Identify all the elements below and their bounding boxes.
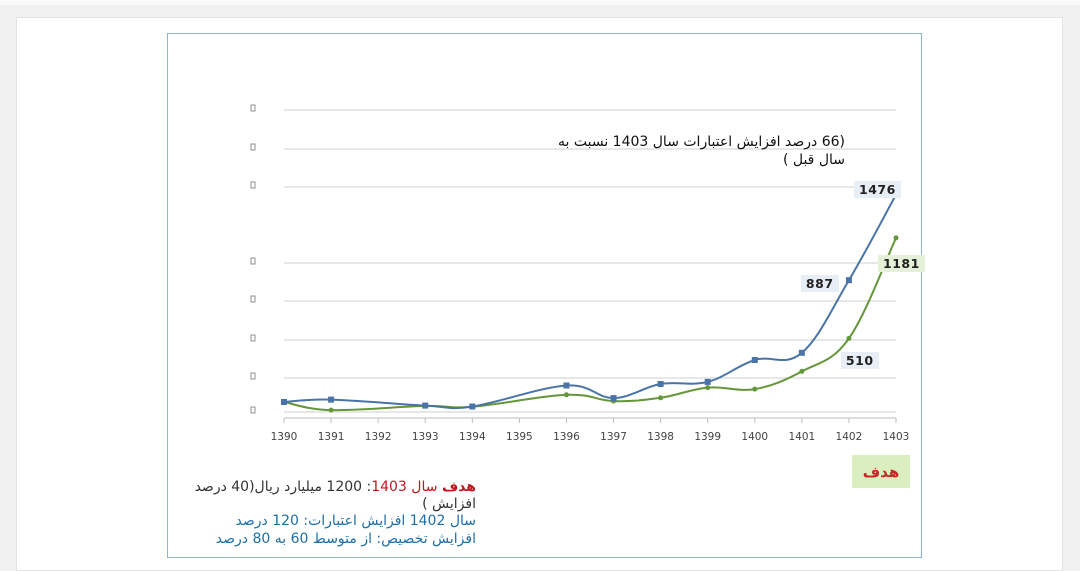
- series-1-point: [846, 335, 852, 341]
- series-0-point: [704, 378, 711, 385]
- y-tick-glyph: [250, 406, 256, 414]
- series-line-0: [283, 194, 897, 410]
- series-1-point: [705, 385, 711, 391]
- series-0-point: [469, 403, 476, 410]
- series-1-point: [799, 368, 805, 374]
- x-tick-label: 1397: [600, 431, 627, 443]
- goal-note: هدف سال 1403: 1200 میلیارد ریال(40 درصد …: [180, 479, 476, 513]
- data-label: 1476: [854, 180, 901, 198]
- x-tick-label: 1399: [694, 431, 721, 443]
- x-tick-label: 1393: [412, 431, 439, 443]
- series-0-point: [610, 395, 617, 402]
- chart-annotation: (66 درصد افزایش اعتبارات سال 1403 نسبت ب…: [558, 134, 845, 168]
- series-0-point: [281, 399, 287, 405]
- x-tick-label: 1392: [365, 431, 392, 443]
- series-1-point: [893, 235, 899, 241]
- series-1-point: [328, 407, 334, 413]
- y-tick-glyph: [250, 104, 256, 112]
- y-tick-glyph: [250, 257, 256, 265]
- series-line-1: [283, 237, 897, 412]
- series-0-point: [657, 381, 664, 387]
- y-tick-glyph: [250, 181, 256, 189]
- series-0-point: [422, 402, 429, 409]
- series-0-point: [845, 277, 852, 284]
- goal-note-label: هدف: [441, 479, 476, 495]
- goal-note-year: سال 1403: [371, 479, 438, 495]
- x-tick-label: 1390: [271, 431, 298, 443]
- goal-note-text: : 1200 میلیارد ریال(40 درصد افزایش ): [194, 479, 476, 512]
- x-tick-label: 1391: [318, 431, 345, 443]
- x-tick-label: 1400: [741, 431, 768, 443]
- top-strip: [0, 0, 1080, 5]
- x-tick-label: 1395: [506, 431, 533, 443]
- series-1-point: [752, 386, 758, 392]
- x-tick-label: 1396: [553, 431, 580, 443]
- x-tick-label: 1402: [836, 431, 863, 443]
- series-1-point: [563, 392, 569, 398]
- goal-badge: هدف: [852, 455, 910, 488]
- x-tick-label: 1394: [459, 431, 486, 443]
- x-tick-label: 1398: [647, 431, 674, 443]
- data-label: 510: [840, 352, 879, 370]
- series-0-point: [328, 396, 335, 403]
- series-0-point: [563, 382, 570, 389]
- x-tick-label: 1401: [788, 431, 815, 443]
- data-label: 1181: [878, 254, 925, 272]
- y-tick-glyph: [250, 372, 256, 380]
- series-1-point: [658, 395, 664, 401]
- data-label: 887: [800, 275, 839, 293]
- chart-card: 1390 1391 1392 1393 1394 1395 1396 1397 1398 1399…: [167, 33, 925, 558]
- allocation-increase-note: افزایش تخصیص: از متوسط 60 به 80 درصد: [215, 531, 476, 547]
- line-chart: 1390 1391 1392 1393 1394 1395 1396 1397 1398 1399…: [250, 104, 910, 443]
- y-tick-glyph: [250, 295, 256, 303]
- credit-increase-note: سال 1402 افزایش اعتبارات: 120 درصد: [235, 513, 476, 529]
- series-0-point: [751, 357, 758, 363]
- y-tick-glyph: [250, 334, 256, 342]
- x-tick-label: 1403: [883, 431, 910, 443]
- series-0-point: [798, 349, 805, 356]
- y-tick-glyph: [250, 143, 256, 151]
